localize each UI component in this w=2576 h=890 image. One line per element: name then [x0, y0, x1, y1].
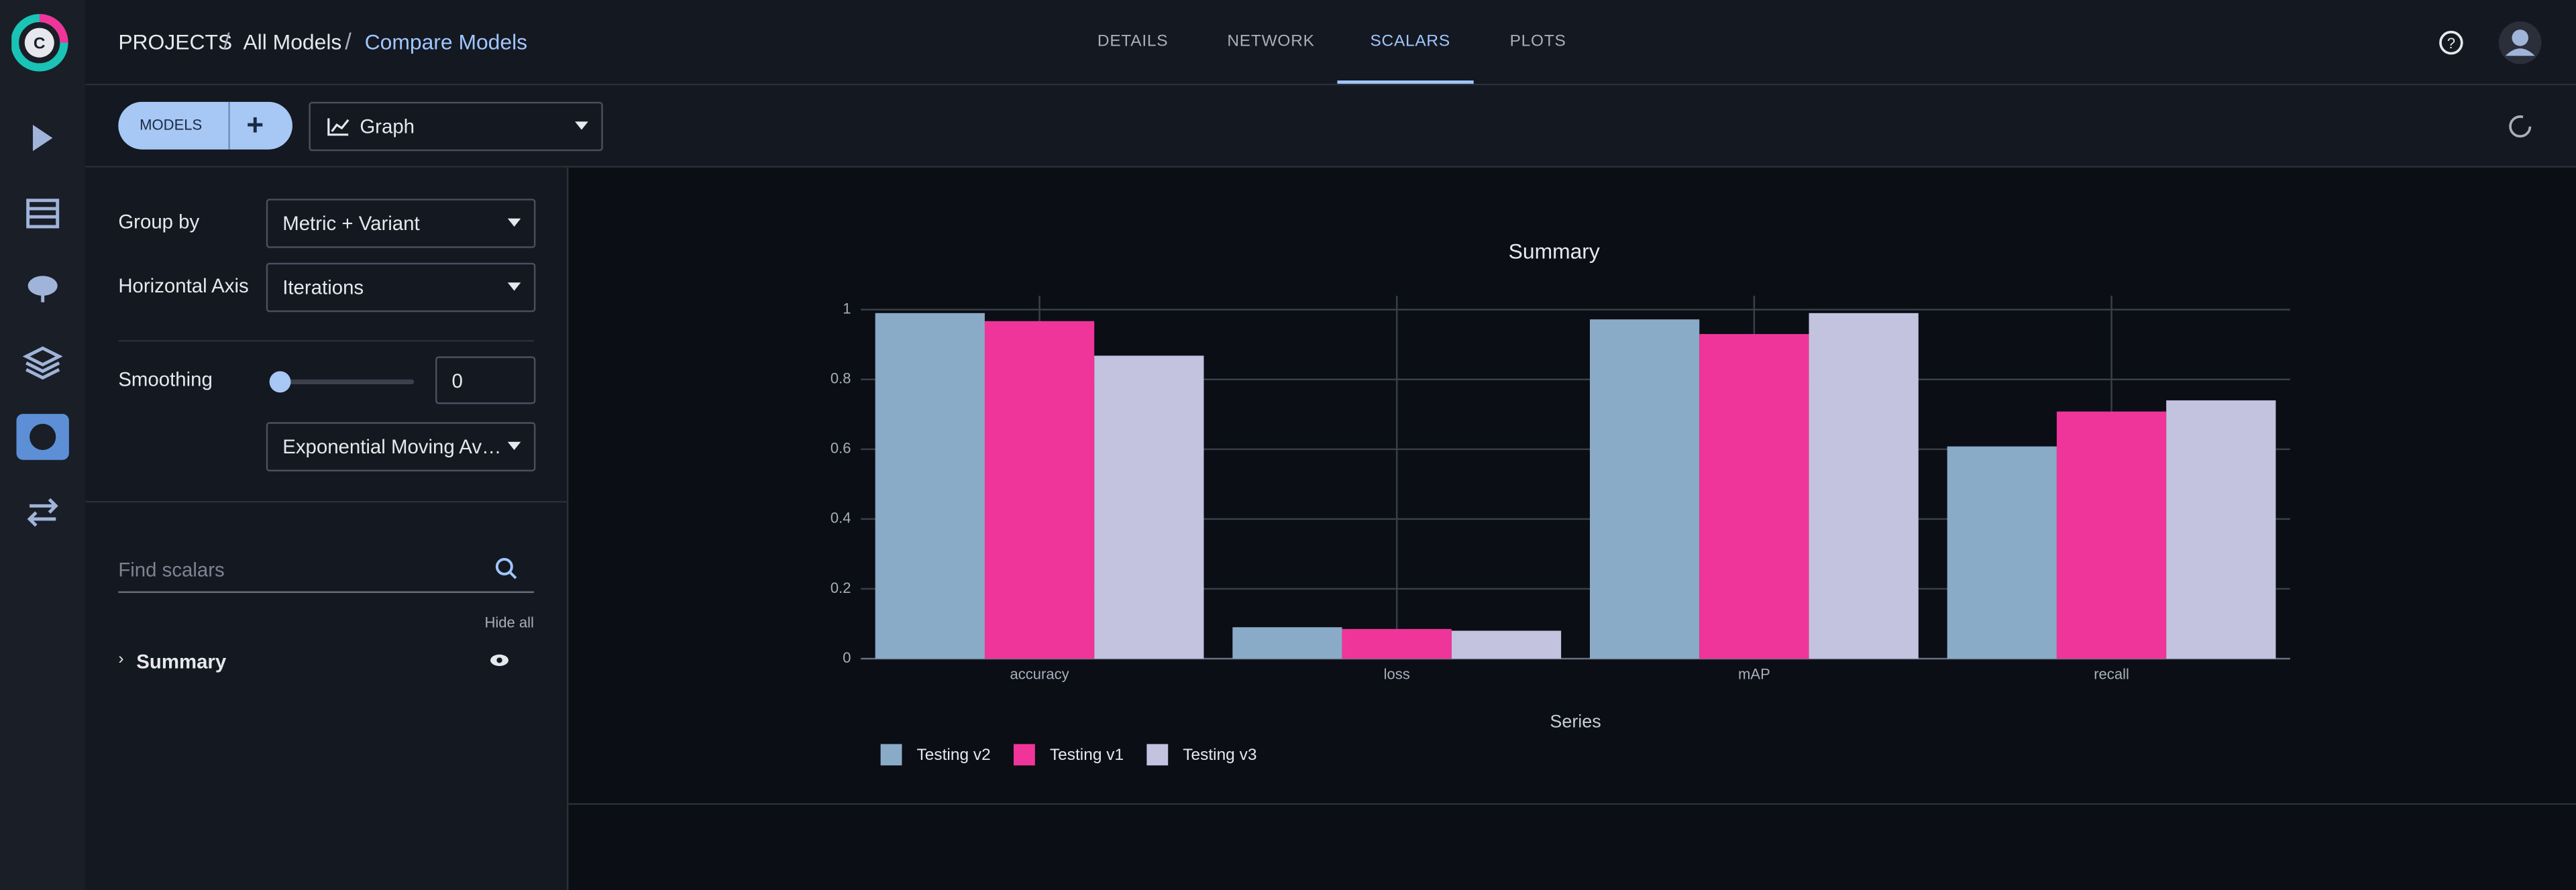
tab[interactable]: DETAILS	[1097, 32, 1169, 51]
svg-text:C: C	[34, 35, 46, 53]
add-icon[interactable]: +	[246, 108, 264, 142]
caret	[575, 121, 588, 130]
chart-title: Summary	[1509, 239, 1600, 264]
divider	[568, 803, 2576, 805]
svg-text:?: ?	[2447, 35, 2455, 52]
select-value: Exponential Moving Av…	[282, 435, 502, 459]
select-value: Iterations	[282, 276, 364, 299]
caret	[507, 441, 521, 451]
slider-track[interactable]	[279, 379, 415, 385]
legend-label: Testing v3	[1183, 746, 1256, 764]
search-placeholder[interactable]: Find scalars	[118, 558, 225, 581]
top-bar: PROJECTS / All Models / Compare Models D…	[85, 0, 2576, 86]
legend-swatch	[1146, 744, 1169, 766]
bar	[1947, 446, 2057, 659]
breadcrumb[interactable]: All Models	[243, 30, 342, 54]
caret	[507, 282, 521, 291]
bar	[1451, 630, 1562, 659]
search-icon[interactable]	[494, 557, 517, 579]
y-tick-label: 1	[843, 300, 851, 317]
nav-icon[interactable]	[16, 115, 68, 161]
hide-all[interactable]: Hide all	[484, 614, 534, 631]
help-icon[interactable]: ?	[2438, 30, 2464, 56]
select-value: Metric + Variant	[282, 211, 420, 235]
bar	[2056, 411, 2167, 659]
refresh-icon[interactable]	[2507, 113, 2533, 140]
input-value: 0	[451, 370, 463, 393]
y-tick-label: 0	[843, 649, 851, 666]
y-tick-label: 0.4	[830, 510, 851, 526]
side-nav: C	[0, 0, 86, 890]
x-tick-label: recall	[2094, 665, 2129, 682]
nav-icon[interactable]	[16, 340, 68, 386]
nav-icon[interactable]	[16, 490, 68, 536]
separator: /	[345, 27, 352, 54]
group-name[interactable]: Summary	[136, 650, 227, 674]
divider	[118, 339, 534, 342]
bar	[984, 321, 1095, 659]
nav-icon[interactable]	[16, 264, 68, 311]
bar	[875, 313, 985, 659]
y-tick-label: 0.6	[830, 440, 851, 457]
tab-indicator	[1337, 80, 1474, 84]
x-tick-label: loss	[1384, 665, 1410, 682]
view-select[interactable]: Graph	[309, 101, 603, 152]
label: Smoothing	[118, 368, 213, 391]
legend-label: Testing v2	[917, 746, 991, 764]
tab[interactable]: SCALARS	[1370, 32, 1450, 51]
breadcrumb[interactable]: PROJECTS	[118, 30, 233, 54]
graph-icon	[327, 118, 350, 136]
separator: /	[223, 27, 230, 54]
legend-title: Series	[1550, 712, 1601, 732]
bar	[2166, 400, 2276, 659]
x-tick-label: mAP	[1738, 665, 1770, 682]
bar	[1342, 628, 1452, 659]
tab[interactable]: PLOTS	[1509, 32, 1566, 51]
select-value: Graph	[360, 115, 415, 138]
y-tick-label: 0.8	[830, 370, 851, 387]
x-tick-label: accuracy	[1010, 665, 1069, 682]
label: Horizontal Axis	[118, 274, 249, 298]
smoothing-input[interactable]: 0	[435, 356, 536, 404]
models-button[interactable]: MODELS +	[118, 101, 292, 150]
bar	[1699, 334, 1809, 659]
nav-icon	[30, 423, 56, 451]
expand-icon[interactable]: ›	[118, 650, 124, 669]
search-underline	[118, 591, 534, 594]
axis-select[interactable]: Iterations	[266, 262, 536, 313]
avatar[interactable]	[2497, 19, 2543, 66]
bar	[1809, 313, 1919, 659]
nav-active[interactable]	[16, 414, 69, 460]
bar	[1232, 627, 1342, 659]
divider	[228, 101, 230, 150]
divider	[85, 500, 567, 503]
group-by-select[interactable]: Metric + Variant	[266, 199, 536, 248]
sidebar: Group by Metric + Variant Horizontal Axi…	[85, 167, 569, 890]
smoothing-type-select[interactable]: Exponential Moving Av…	[266, 422, 536, 471]
toolbar: MODELS + Graph	[85, 85, 2576, 168]
y-tick-label: 0.2	[830, 579, 851, 596]
slider-thumb[interactable]	[269, 371, 291, 393]
chart: Summary Series 0 0.2 0.4 0.6 0.8 1 accuracy los…	[830, 239, 2290, 766]
caret	[507, 218, 521, 227]
button-label: MODELS	[140, 116, 203, 133]
legend-swatch	[880, 744, 902, 766]
bar	[1094, 355, 1204, 659]
tab[interactable]: NETWORK	[1227, 32, 1315, 51]
label: Group by	[118, 210, 200, 233]
legend-swatch	[1014, 744, 1035, 766]
eye-icon[interactable]	[490, 654, 509, 667]
legend-label: Testing v1	[1050, 746, 1124, 764]
breadcrumb[interactable]: Compare Models	[364, 30, 528, 54]
bar	[1590, 319, 1700, 659]
nav-icon[interactable]	[16, 190, 68, 237]
logo: C	[11, 13, 68, 72]
